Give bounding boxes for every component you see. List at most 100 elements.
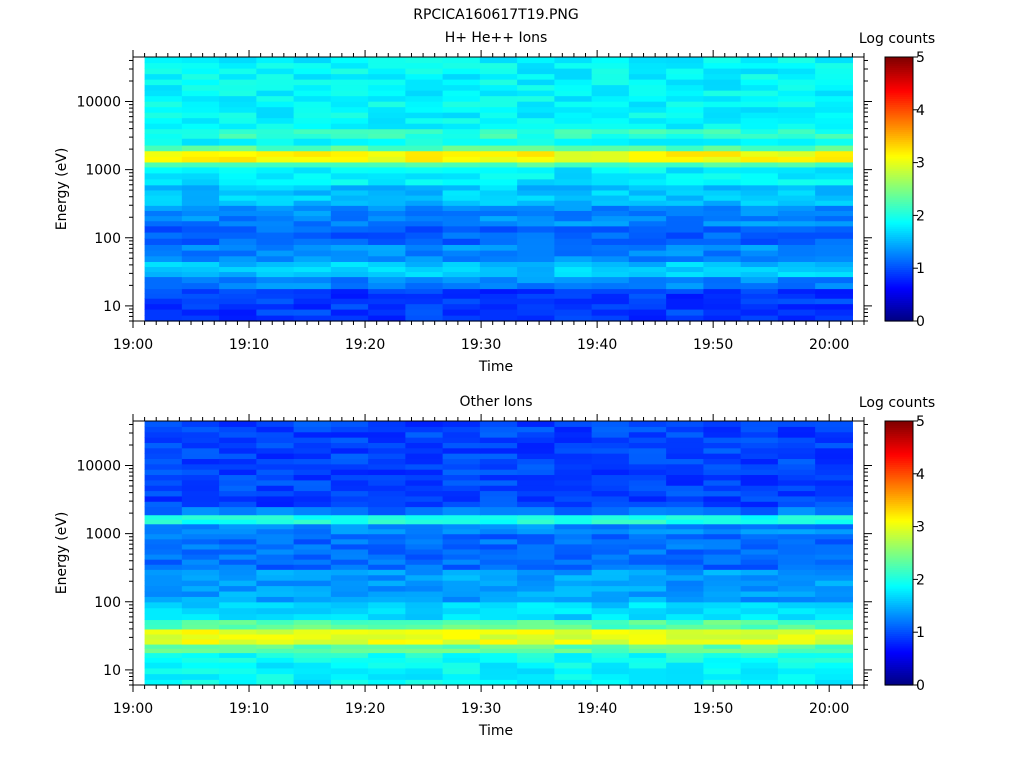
heatmap-cell [703,673,742,680]
heatmap-cell [628,231,667,239]
heatmap-cell [405,144,444,152]
heatmap-cell [554,298,593,305]
heatmap-cell [666,255,704,262]
heatmap-cell [181,220,220,227]
heatmap-cell [740,84,779,91]
panel-title: H+ He++ Ions [445,30,548,46]
heatmap-cell [628,255,667,262]
heatmap-cell [181,144,220,152]
heatmap-cell [815,528,853,535]
heatmap-cell [740,161,779,168]
heatmap-cell [442,298,481,305]
heatmap-cell [517,156,555,163]
heatmap-cell [181,652,220,658]
heatmap-cell [144,543,183,550]
heatmap-cell [591,679,630,686]
heatmap-cell [591,79,630,86]
heatmap-cell [479,442,518,449]
heatmap-cell [666,205,704,211]
heatmap-cell [554,293,593,299]
heatmap-cell [554,225,593,233]
heatmap-cell [740,474,779,481]
heatmap-cell [517,271,555,278]
heatmap-cell [628,282,667,290]
heatmap-cell [740,244,779,251]
heatmap-cell [405,95,444,102]
heatmap-cell [554,538,593,545]
heatmap-cell [815,458,853,465]
heatmap-cell [703,315,742,322]
heatmap-cell [628,261,667,268]
heatmap-cell [777,298,816,305]
heatmap-cell [554,73,593,80]
heatmap-cell [330,303,369,310]
heatmap-cell [591,607,630,615]
heatmap-cell [479,133,518,139]
heatmap-cell [442,501,481,508]
heatmap-cell [256,315,295,322]
colorbar-swatch [885,517,913,521]
heatmap-cell [740,564,779,570]
heatmap-cell [777,288,816,294]
heatmap-cell [479,657,518,663]
heatmap-cell [703,624,742,630]
heatmap-cell [405,293,444,299]
heatmap-cell [368,501,406,508]
heatmap-cell [368,84,406,91]
heatmap-cell [256,585,295,592]
heatmap-cell [591,580,630,587]
colorbar-swatch [885,608,913,612]
heatmap-cell [442,458,481,465]
heatmap-cell [517,463,555,470]
heatmap-cell [815,596,853,603]
heatmap-cell [628,633,667,640]
heatmap-cell [517,590,555,597]
heatmap-cell [591,543,630,550]
heatmap-cell [666,166,704,174]
heatmap-cell [144,303,183,310]
heatmap-cell [628,648,667,654]
heatmap-cell [219,117,257,124]
colorbar-swatch [885,557,913,560]
heatmap-cell [181,601,220,609]
heatmap-cell [442,133,481,139]
heatmap-cell [517,648,555,654]
heatmap-cell [256,106,295,113]
heatmap-cell [330,189,369,196]
heatmap-cell [479,276,518,284]
heatmap-cell [703,596,742,603]
heatmap-cell [256,184,295,191]
heatmap-cell [368,133,406,139]
heatmap-cell [666,244,704,251]
heatmap-cell [442,166,481,174]
heatmap-cell [666,564,704,570]
heatmap-cell [628,463,667,470]
heatmap-cell [293,421,332,427]
heatmap-cell [554,106,593,113]
heatmap-cell [442,195,481,201]
heatmap-cell [330,172,369,180]
heatmap-cell [479,453,518,460]
heatmap-cell [405,514,444,520]
heatmap-cell [591,538,630,545]
heatmap-cell [144,652,183,658]
heatmap-cell [293,679,332,686]
heatmap-cell [703,73,742,80]
heatmap-cell [591,200,630,206]
heatmap-cell [144,437,183,443]
heatmap-cell [517,479,555,486]
colorbar-swatch [885,189,913,192]
heatmap-cell [330,106,369,113]
heatmap-cell [628,68,667,75]
heatmap-cell [442,205,481,211]
heatmap-cell [479,463,518,470]
heatmap-cell [293,463,332,470]
heatmap-cell [405,238,444,245]
heatmap-cell [368,519,406,525]
heatmap-cell [256,210,295,217]
heatmap-cell [777,293,816,299]
heatmap-cell [405,648,444,654]
heatmap-cell [815,189,853,196]
heatmap-cell [405,662,444,669]
